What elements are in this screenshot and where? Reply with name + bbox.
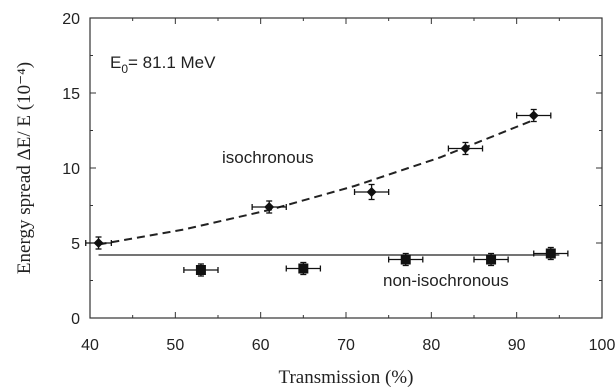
isochronous-point: [353, 183, 390, 201]
x-tick-label: 40: [81, 337, 99, 354]
data-points: [85, 108, 569, 277]
non-isochronous-point: [388, 252, 424, 267]
y-tick-label: 15: [62, 86, 80, 103]
x-tick-label: 100: [589, 337, 616, 354]
diamond-marker: [460, 143, 471, 154]
energy-annotation: E0= 81.1 MeV: [110, 53, 216, 76]
y-tick-label: 5: [71, 236, 80, 253]
isochronous-point: [85, 236, 112, 250]
isochronous-fit-line: [98, 119, 535, 246]
y-tick-label: 20: [62, 11, 80, 28]
diamond-marker: [528, 110, 539, 121]
y-tick-label: 0: [71, 311, 80, 328]
square-marker: [298, 263, 309, 274]
x-tick-label: 90: [508, 337, 526, 354]
x-tick-label: 70: [337, 337, 355, 354]
y-tick-label: 10: [62, 161, 80, 178]
non-isochronous-point: [473, 252, 509, 267]
non-isochronous-point: [533, 246, 569, 261]
non-isochronous-label: non-isochronous: [383, 271, 509, 290]
axis-ticks: 40 50 60 70 80 90 100 0 5 10 15 20: [62, 11, 615, 354]
x-axis-label: Transmission (%): [279, 367, 414, 387]
square-marker: [400, 254, 411, 265]
square-marker: [545, 248, 556, 259]
square-marker: [195, 265, 206, 275]
diamond-marker: [366, 187, 377, 197]
diamond-marker: [264, 202, 275, 212]
non-isochronous-point: [285, 261, 322, 276]
non-isochronous-point: [183, 263, 219, 277]
isochronous-point: [251, 200, 287, 214]
x-tick-label: 50: [166, 337, 184, 354]
isochronous-label: isochronous: [222, 148, 314, 167]
x-tick-label: 80: [422, 337, 440, 354]
isochronous-point: [447, 141, 484, 156]
x-tick-label: 60: [252, 337, 270, 354]
square-marker: [486, 254, 497, 265]
isochronous-point: [516, 108, 552, 123]
diamond-marker: [93, 238, 104, 248]
y-axis-label: Energy spread ΔE/ E (10⁻⁴): [14, 62, 35, 274]
fit-lines: [98, 119, 560, 256]
